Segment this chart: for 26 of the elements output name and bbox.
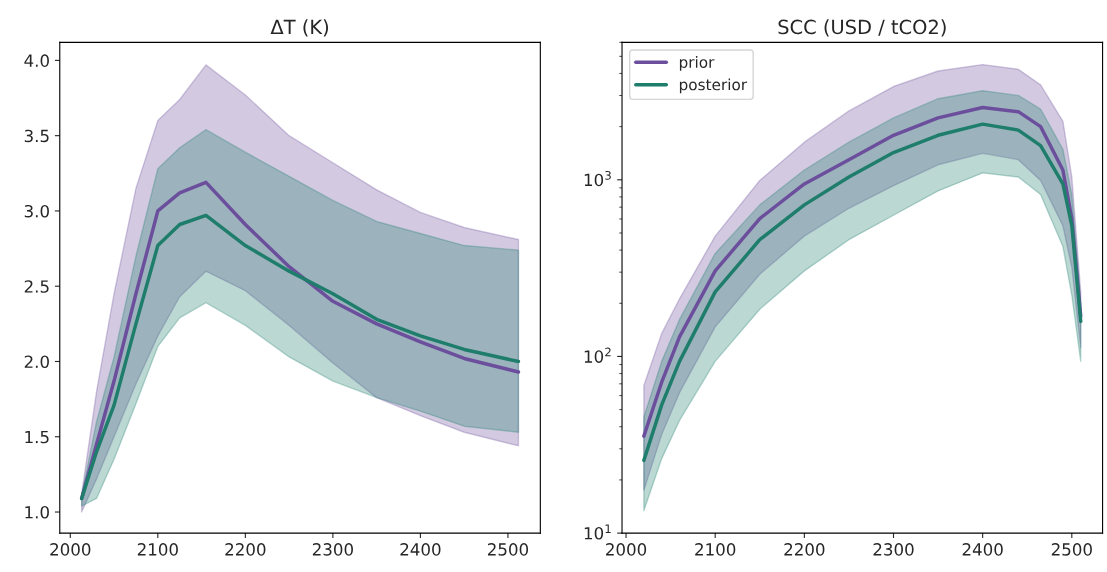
x-tick-label: 2200 bbox=[784, 543, 825, 556]
y-tick-label: 10$^{2}$ bbox=[584, 347, 611, 363]
x-tick-label: 2000 bbox=[50, 543, 91, 556]
x-tick-label: 2100 bbox=[137, 543, 178, 556]
y-tick-label: 10$^{3}$ bbox=[584, 170, 611, 187]
legend-label: posterior bbox=[679, 78, 748, 94]
x-tick-label: 2100 bbox=[695, 543, 736, 556]
y-tick-label: 10$^{1}$ bbox=[584, 524, 611, 540]
x-tick-label: 2500 bbox=[1051, 543, 1092, 556]
x-tick-label: 2400 bbox=[400, 543, 441, 556]
x-tick-label: 2400 bbox=[962, 543, 1003, 556]
y-tick-label: 2.5 bbox=[24, 280, 49, 293]
y-tick-label: 1.0 bbox=[25, 505, 49, 519]
y-tick-label: 2.0 bbox=[24, 355, 49, 369]
x-tick-label: 2200 bbox=[225, 543, 266, 556]
chart-title: SCC (USD / tCO2) bbox=[778, 19, 946, 37]
y-tick-label: 3.0 bbox=[24, 204, 49, 218]
x-tick-label: 2000 bbox=[606, 543, 647, 556]
x-tick-label: 2300 bbox=[873, 543, 914, 556]
x-tick-label: 2300 bbox=[312, 543, 353, 556]
y-tick-label: 3.5 bbox=[24, 129, 49, 143]
legend-label: prior bbox=[679, 56, 715, 71]
x-tick-label: 2500 bbox=[487, 543, 529, 556]
y-tick-label: 4.0 bbox=[24, 54, 49, 67]
y-tick-label: 1.5 bbox=[25, 430, 49, 444]
chart-title: ΔT (K) bbox=[270, 19, 329, 37]
